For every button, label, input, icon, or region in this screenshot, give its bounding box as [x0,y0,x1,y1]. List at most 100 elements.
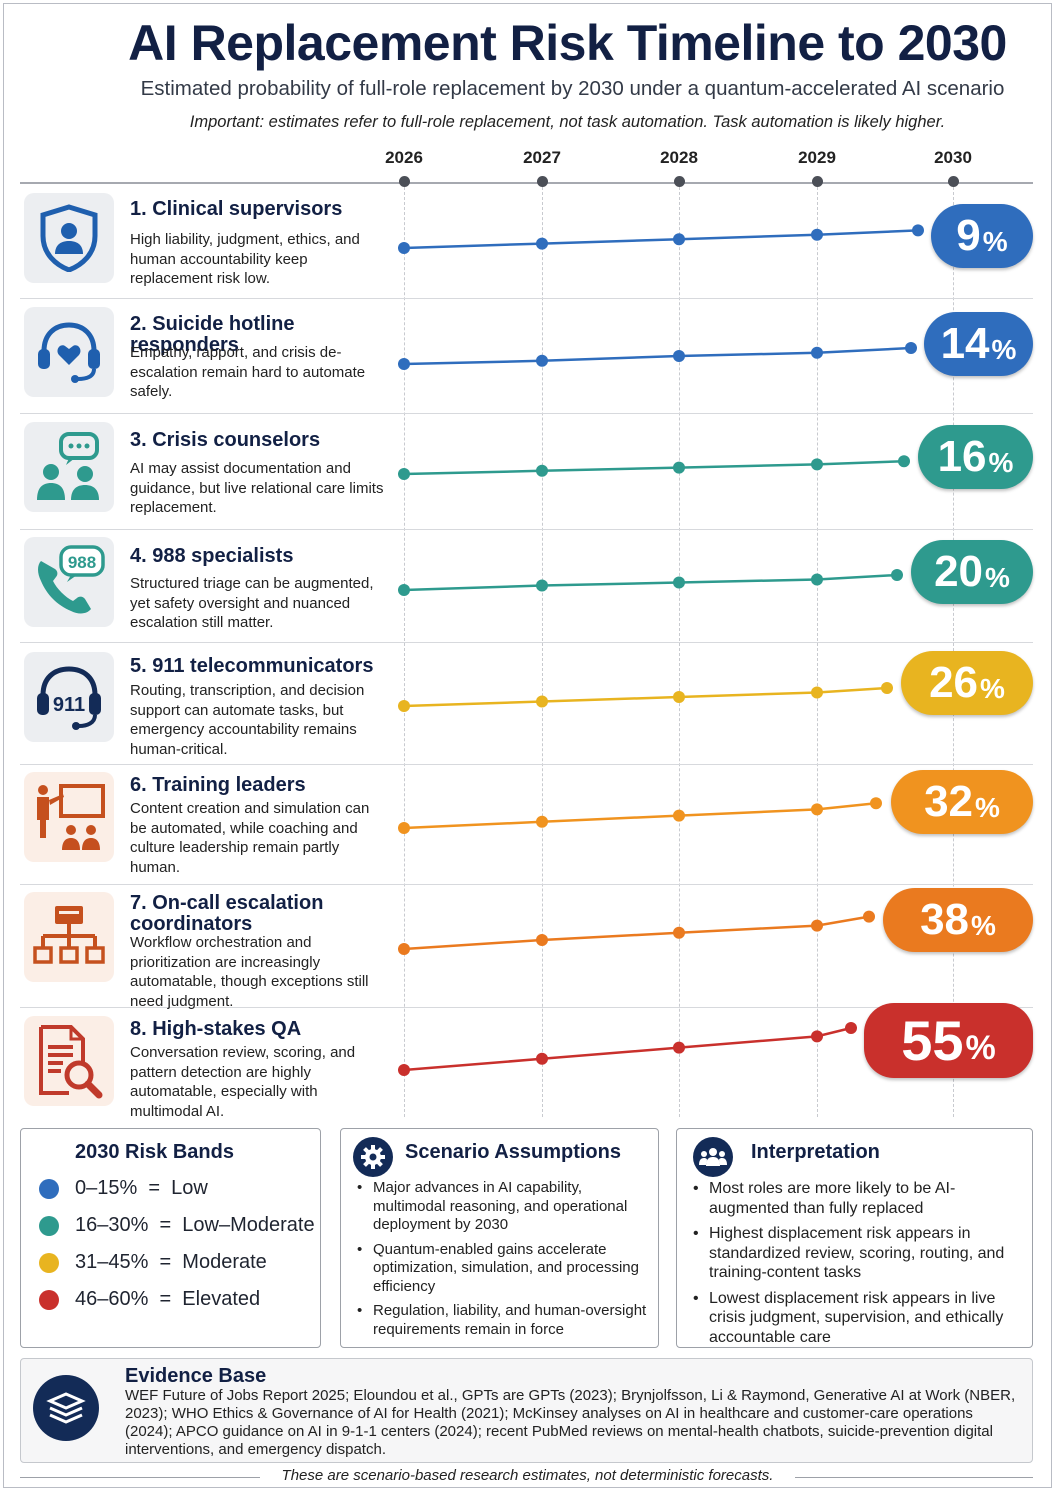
row-divider [20,529,1033,530]
role-name: 2. Suicide hotline responders [130,313,295,356]
percent-sign: % [991,334,1017,365]
trend-point [870,797,882,810]
row-divider [20,413,1033,414]
percent-sign: % [965,1029,996,1067]
trend-point [398,943,410,955]
risk-value: 55 [901,1009,964,1072]
trend-line [403,801,877,830]
role-name: 1. Clinical supervisors [130,198,343,220]
risk-value-pill: 20% [911,540,1033,604]
trend-point [811,573,823,586]
interpretation-list: Most roles are more likely to be AI-augm… [691,1179,1022,1353]
shield-person-icon [40,204,98,272]
assumption-item: Regulation, liability, and human-oversig… [355,1302,648,1339]
axis-tick [536,176,548,187]
gridline [404,187,405,1117]
phone-988-icon: 988 [38,545,105,614]
trend-line [403,915,870,951]
interpretation-item: Highest displacement risk appears in sta… [691,1224,1022,1283]
percent-sign: % [971,910,996,941]
svg-text:988: 988 [68,553,96,572]
trend-point [912,224,924,237]
trend-point [673,926,685,939]
role-icon-box: 911 [24,652,114,742]
role-description: Workflow orchestration and prioritizatio… [130,934,369,1010]
page-subtitle: Estimated probability of full-role repla… [140,77,1005,100]
trend-point [398,700,410,712]
scenario-assumptions-panel: Scenario Assumptions Major advances in A… [340,1128,659,1348]
role-name: 3. Crisis counselors [130,429,321,451]
band-label: 31–45% = Moderate [75,1251,267,1273]
trend-point [811,803,823,816]
risk-band-item: 31–45% = Moderate [39,1251,267,1274]
trend-line [403,573,898,592]
trend-point [398,584,410,596]
trend-point [398,822,410,834]
year-label: 2029 [798,148,836,167]
trend-point [881,682,893,694]
role-description: Conversation review, scoring, and patter… [130,1044,356,1120]
percent-sign: % [988,447,1014,478]
percent-sign: % [982,226,1008,257]
trend-point [536,579,548,592]
trend-point [673,809,685,822]
risk-bands-title: 2030 Risk Bands [75,1141,234,1163]
trend-point [673,691,685,703]
trend-point [398,358,410,370]
row-divider [20,884,1033,885]
year-label: 2030 [934,148,972,167]
evidence-title: Evidence Base [125,1365,267,1387]
trend-point [536,464,548,477]
band-color-dot [39,1215,59,1236]
row-divider [20,764,1033,765]
risk-value-pill: 26% [901,651,1033,715]
evidence-base-panel: Evidence Base WEF Future of Jobs Report … [20,1358,1033,1463]
role-icon-box: 988 [24,537,114,627]
risk-value-pill: 9% [931,204,1033,268]
trend-point [811,346,823,359]
band-color-dot [39,1252,59,1273]
gridline [817,187,818,1117]
row-divider [20,1007,1033,1008]
axis-tick [811,176,823,187]
trend-point [898,455,910,468]
risk-bands-panel: 2030 Risk Bands 0–15% = Low 16–30% = Low… [20,1128,321,1348]
row-divider [20,298,1033,299]
timeline-axis [20,182,1033,184]
trend-point [673,350,685,362]
svg-text:911: 911 [53,694,85,716]
role-description: Empathy, rapport, and crisis de-escalati… [130,344,366,400]
risk-band-item: 0–15% = Low [39,1177,208,1200]
trend-point [536,237,548,250]
trend-point [536,934,548,946]
percent-sign: % [980,673,1005,704]
risk-band-item: 16–30% = Low–Moderate [39,1214,315,1237]
trend-point [536,1052,548,1065]
risk-value: 16 [937,432,987,481]
trend-point [811,686,823,699]
role-icon-box [24,307,114,397]
trend-line [403,229,919,250]
role-description: Routing, transcription, and decision sup… [130,682,365,758]
risk-value-pill: 32% [891,770,1033,834]
assumptions-title: Scenario Assumptions [405,1141,621,1163]
evidence-text: WEF Future of Jobs Report 2025; Eloundou… [125,1387,1016,1458]
risk-value: 26 [929,658,979,707]
headset-911-icon: 911 [37,666,101,730]
role-description: AI may assist documentation and guidance… [130,460,384,516]
trend-point [673,233,685,246]
risk-value-pill: 14% [924,312,1033,376]
role-name: 4. 988 specialists [130,545,294,567]
presenter-icon [37,784,105,850]
band-label: 16–30% = Low–Moderate [75,1214,315,1236]
footer-disclaimer: These are scenario-based research estima… [259,1467,796,1484]
gridline [679,187,680,1117]
trend-point [811,228,823,241]
gear-icon [353,1137,393,1177]
trend-point [905,342,917,354]
trend-point [891,569,903,581]
risk-value: 38 [920,895,970,944]
year-label: 2027 [523,148,561,167]
trend-point [673,576,685,589]
row-divider [20,642,1033,643]
